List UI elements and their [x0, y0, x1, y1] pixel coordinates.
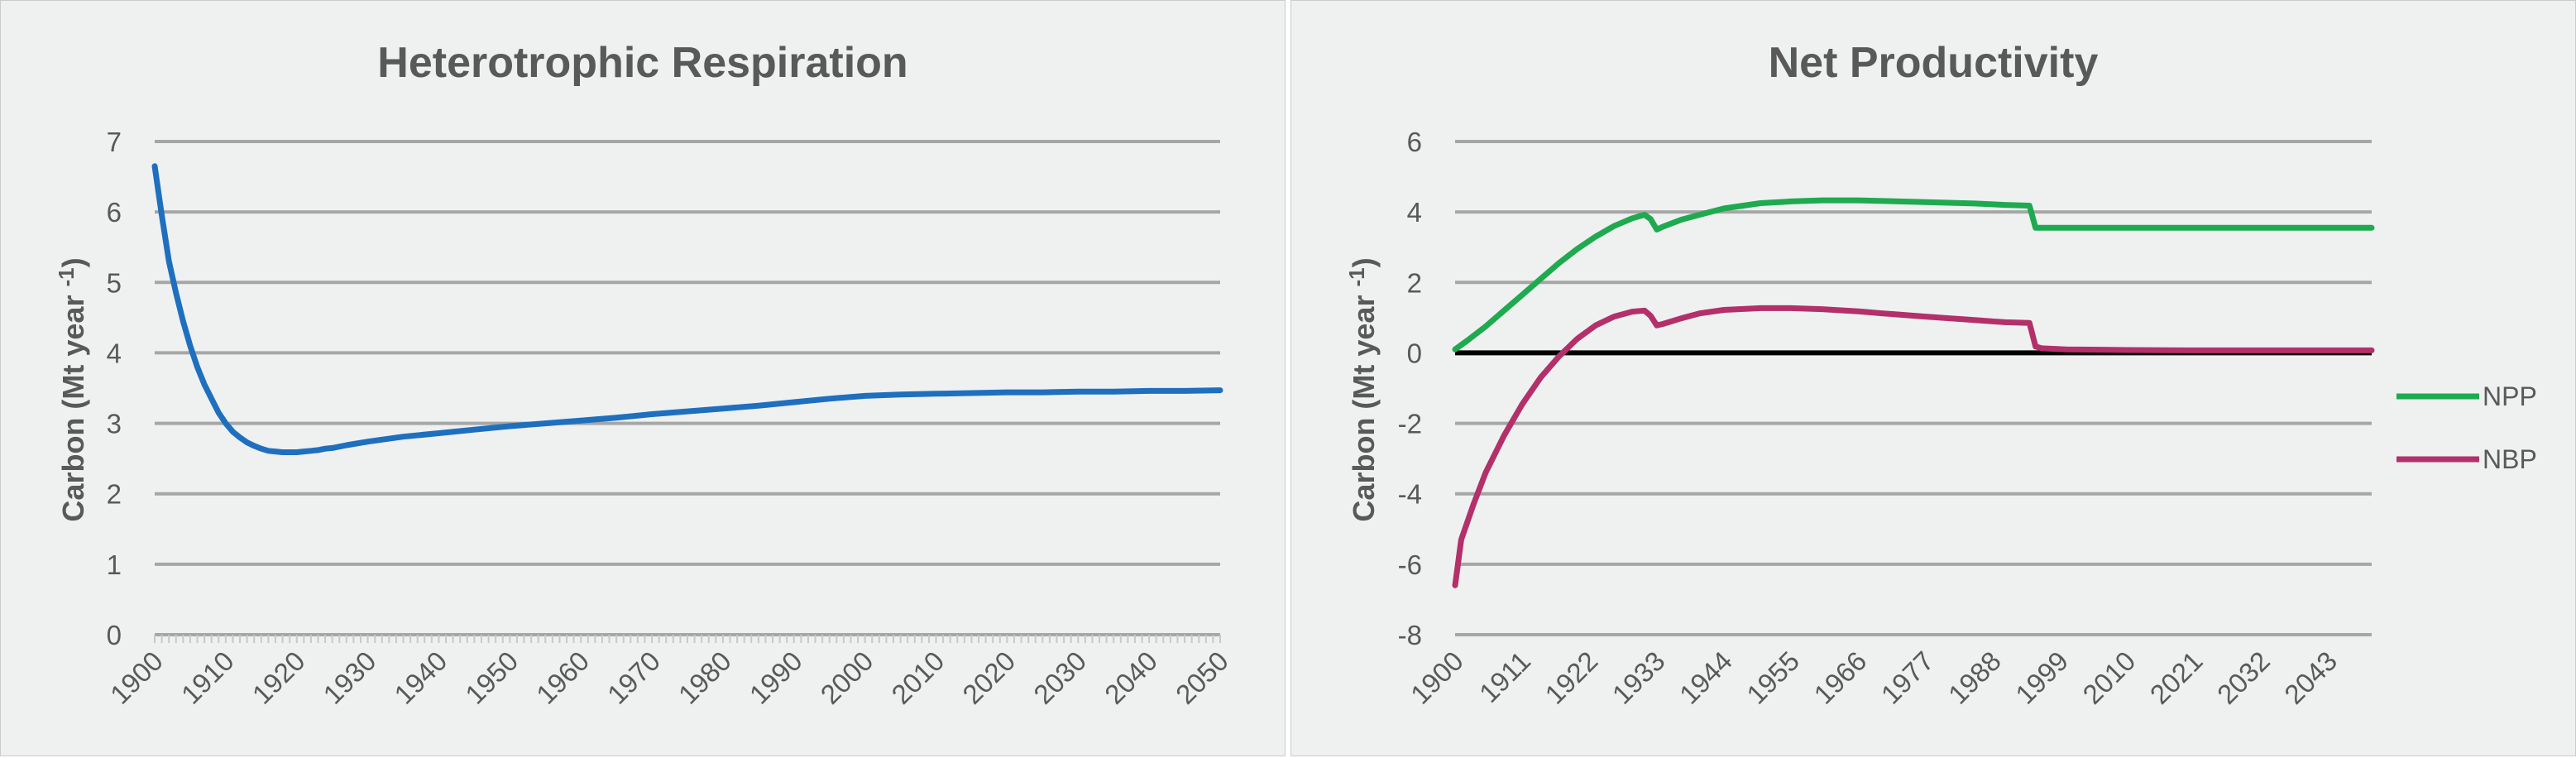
x-tick-label: 1950: [459, 645, 524, 710]
legend-label: NPP: [2483, 381, 2537, 411]
y-tick-labels: -8 -6 -4 -2 0 2 4 6: [1398, 127, 1422, 650]
y-tick-label: 1: [107, 549, 122, 580]
x-tick-label: 1970: [601, 645, 666, 710]
y-tick-label: 4: [1407, 197, 1422, 228]
x-tick-label: 2040: [1099, 645, 1163, 710]
series-line-npp: [1452, 197, 2375, 353]
y-tick-labels: 0 1 2 3 4 5 6 7: [107, 127, 122, 650]
x-tick-label: 2010: [885, 645, 950, 710]
x-tick-label: 1911: [1473, 645, 1536, 708]
x-tick-label: 2050: [1170, 645, 1234, 710]
heterotrophic-respiration-panel: Heterotrophic Respiration Carbon (Mt yea…: [0, 0, 1286, 756]
net-productivity-panel: Net Productivity Carbon (Mt year -1) -8-…: [1290, 0, 2576, 756]
x-tick-labels: 1900 1911 1922 1933 1944 1955 1966 1977 1988 1999…: [1405, 645, 2343, 710]
x-tick-label: 2000: [815, 645, 879, 710]
x-tick-label: 2030: [1027, 645, 1092, 710]
x-tick-label: 2021: [2144, 645, 2209, 710]
x-tick-label: 1930: [317, 645, 381, 710]
y-tick-label: 6: [1407, 127, 1422, 157]
legend: NPP NBP: [2396, 381, 2537, 474]
x-tick-label: 1910: [175, 645, 240, 710]
x-tick-label: 2010: [2076, 645, 2141, 710]
x-tick-label: 1940: [388, 645, 452, 710]
y-tick-label: 4: [107, 338, 122, 368]
y-tick-label: 0: [1407, 338, 1422, 368]
y-tick-label: -6: [1398, 549, 1422, 580]
y-tick-label: 7: [107, 127, 122, 157]
gridlines: [154, 140, 1221, 643]
y-tick-label: 2: [107, 479, 122, 510]
y-axis-label: Carbon (Mt year -1): [54, 257, 90, 521]
net-productivity-chart: Net Productivity Carbon (Mt year -1) -8-…: [1344, 39, 2537, 710]
x-tick-labels: 1900 1910 1920 1930 1940 1950 1960 1970 1980 1990…: [104, 645, 1234, 710]
y-tick-label: -4: [1398, 479, 1422, 510]
y-tick-label: 5: [107, 267, 122, 298]
x-tick-label: 1900: [104, 645, 169, 710]
y-tick-label: -2: [1398, 409, 1422, 439]
y-tick-label: 2: [1407, 267, 1422, 298]
x-tick-label: 1990: [744, 645, 808, 710]
x-tick-label: 1920: [247, 645, 311, 710]
x-tick-label: 1988: [1942, 645, 2007, 710]
x-tick-label: 2020: [956, 645, 1021, 710]
x-tick-label: 1922: [1539, 645, 1603, 710]
heterotrophic-respiration-chart: Heterotrophic Respiration Carbon (Mt yea…: [54, 39, 1234, 710]
y-axis-label: Carbon (Mt year -1): [1344, 257, 1381, 521]
series-line-0: [151, 163, 1223, 455]
chart-title: Heterotrophic Respiration: [377, 39, 907, 87]
x-tick-label: 1960: [530, 645, 595, 710]
x-tick-label: 1999: [2009, 645, 2074, 710]
x-tick-label: 1900: [1405, 645, 1469, 710]
series-line-nbp: [1452, 305, 2375, 588]
chart-title: Net Productivity: [1769, 39, 2099, 87]
x-tick-label: 2032: [2211, 645, 2276, 710]
x-tick-label: 1933: [1606, 645, 1671, 710]
data-series: [151, 163, 1223, 455]
x-tick-label: 1966: [1808, 645, 1872, 710]
x-tick-label: 1980: [673, 645, 737, 710]
x-tick-label: 1977: [1875, 645, 1940, 710]
x-tick-label: 1944: [1673, 645, 1738, 710]
y-tick-label: 3: [107, 409, 122, 439]
data-series: [1452, 197, 2375, 588]
x-tick-label: 1955: [1740, 645, 1805, 710]
x-tick-label: 2043: [2278, 645, 2343, 710]
gridlines: [1455, 140, 2372, 636]
legend-label: NBP: [2483, 444, 2537, 474]
y-tick-label: 0: [107, 620, 122, 650]
y-tick-label: -8: [1398, 620, 1422, 650]
y-tick-label: 6: [107, 197, 122, 228]
